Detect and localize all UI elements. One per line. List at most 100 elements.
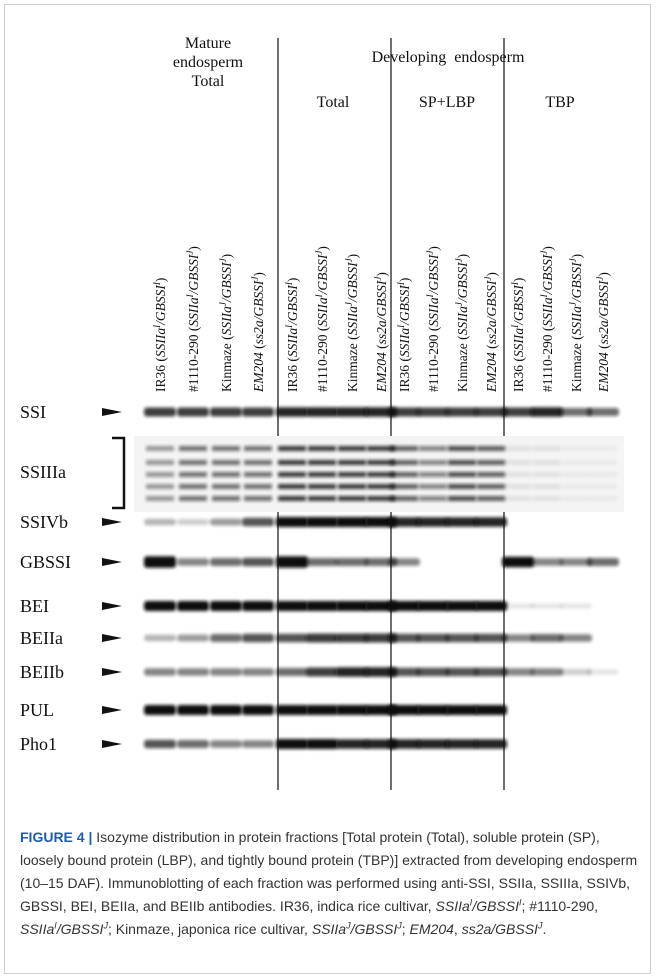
band <box>417 408 449 417</box>
band <box>448 446 476 451</box>
band <box>562 446 590 451</box>
label-part: /GBSSI <box>540 253 555 295</box>
band <box>306 739 338 749</box>
band <box>210 705 242 715</box>
band <box>276 668 308 676</box>
label-part: EM204 <box>374 352 389 393</box>
band <box>336 667 368 677</box>
band <box>212 446 240 451</box>
band <box>308 484 336 489</box>
figure-caption: FIGURE 4 | Isozyme distribution in prote… <box>20 826 638 941</box>
band <box>242 408 274 417</box>
band <box>419 484 447 489</box>
band <box>308 446 336 451</box>
band <box>306 558 338 566</box>
band <box>388 739 420 749</box>
label-part: /GBSSI <box>511 284 526 326</box>
band <box>146 472 174 477</box>
band <box>504 484 532 489</box>
label-part: #1110-290 ( <box>540 326 555 392</box>
caption-part: ss2a/GBSSI <box>462 921 538 937</box>
band <box>417 634 449 643</box>
band <box>338 496 366 501</box>
label-part: ) <box>315 246 330 251</box>
label-part: ) <box>569 254 584 259</box>
band <box>388 517 420 527</box>
band <box>278 484 306 489</box>
band <box>504 496 532 501</box>
band <box>210 558 242 566</box>
band <box>446 705 478 715</box>
lane-label: #1110-290 (SSIIaI/GBSSIJ) <box>185 246 201 392</box>
band <box>146 496 174 501</box>
fraction-header: TBP <box>545 94 574 111</box>
label-part: ) <box>285 278 300 283</box>
caption-part: ; Kinmaze, japonica rice cultivar, <box>108 921 312 937</box>
label-part: ) <box>219 254 234 259</box>
band <box>276 556 308 568</box>
row-label: GBSSI <box>20 552 71 572</box>
label-part: IR36 ( <box>285 357 300 392</box>
group-header: Developing endosperm <box>372 49 525 66</box>
label-part: Kinmaze ( <box>569 335 584 392</box>
band <box>146 484 174 489</box>
band <box>179 484 207 489</box>
band <box>562 472 590 477</box>
arrow <box>102 706 122 714</box>
lane-label: Kinmaze (SSIIaJ/GBSSIJ) <box>568 254 584 392</box>
band <box>388 601 420 611</box>
band <box>210 668 242 676</box>
caption-part: , <box>454 921 462 937</box>
band <box>388 558 420 566</box>
label-part: EM204 <box>251 352 266 393</box>
band <box>419 460 447 465</box>
row-label: SSIVb <box>20 512 68 532</box>
band <box>308 460 336 465</box>
band <box>242 668 274 676</box>
band <box>308 472 336 477</box>
band <box>533 496 561 501</box>
band <box>306 517 338 527</box>
band <box>306 668 338 677</box>
band <box>242 601 274 611</box>
row-label: Pho1 <box>20 734 57 754</box>
lane-label: EM204 (ss2a/GBSSIJ) <box>373 272 389 393</box>
band <box>336 558 368 566</box>
lane-label: Kinmaze (SSIIaJ/GBSSIJ) <box>454 254 470 392</box>
band <box>587 408 619 416</box>
band <box>179 446 207 451</box>
band <box>446 601 478 611</box>
band <box>144 601 176 611</box>
label-part: ss2a/GBSSI <box>374 279 389 344</box>
band <box>336 705 368 715</box>
band <box>276 407 308 417</box>
caption-part: . <box>542 921 546 937</box>
band <box>177 558 209 566</box>
bracket <box>112 438 124 508</box>
band <box>531 603 563 609</box>
group-header: Total <box>192 73 225 90</box>
caption-part: SSIIa <box>436 898 470 914</box>
band <box>562 496 590 501</box>
band <box>446 517 478 527</box>
band <box>533 460 561 465</box>
page: MatureendospermTotalDeveloping endosperm… <box>0 0 657 980</box>
label-part: SSIIa <box>511 328 526 357</box>
band <box>475 705 507 715</box>
band <box>388 668 420 677</box>
band <box>144 408 176 417</box>
lane-label: IR36 (SSIIaI/GBSSII) <box>396 278 412 392</box>
band <box>242 634 274 643</box>
label-part: SSIIa <box>219 306 234 335</box>
band <box>338 446 366 451</box>
band <box>306 601 338 611</box>
band <box>242 558 274 567</box>
band <box>531 634 563 642</box>
caption-part: EM204 <box>410 921 454 937</box>
band <box>562 460 590 465</box>
band <box>338 460 366 465</box>
label-part: ) <box>186 246 201 251</box>
band <box>446 634 478 643</box>
caption-part: /GBSSI <box>57 921 104 937</box>
band <box>390 484 418 489</box>
